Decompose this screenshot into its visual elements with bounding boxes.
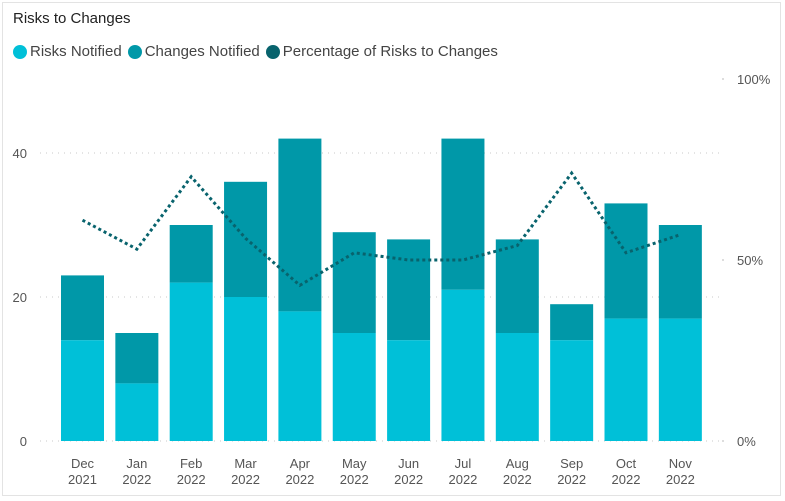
bar-changes-notified [387,239,431,341]
bar-changes-notified [61,275,104,341]
legend-item-changes[interactable]: Changes Notified [127,43,260,60]
legend-item-risks[interactable]: Risks Notified [13,43,122,60]
y-left-tick-label: 20 [13,290,27,305]
line-percentage-of-risks-to-changes [81,170,681,288]
bar-changes-notified [278,138,322,312]
bar-risks-notified [604,318,648,441]
chart-legend: Risks Notified Changes Notified Percenta… [13,43,504,60]
x-tick-label-year: 2022 [394,472,423,487]
x-tick-label-year: 2022 [503,472,532,487]
bar-changes-notified [495,239,539,333]
x-tick-label-year: 2022 [557,472,586,487]
bar-risks-notified [115,383,159,441]
legend-swatch-changes [127,44,142,59]
x-tick-label-year: 2022 [177,472,206,487]
y-left-tick-label: 0 [20,434,27,449]
x-tick-label-month: Aug [506,456,529,471]
bar-changes-notified [169,225,213,283]
bar-changes-notified [441,138,485,290]
y-left-tick-label: 40 [13,146,27,161]
legend-label-changes: Changes Notified [144,43,260,60]
x-tick-label-year: 2022 [340,472,369,487]
bar-risks-notified [278,311,322,441]
x-tick-label-month: May [342,456,367,471]
bar-changes-notified [604,203,648,319]
x-tick-label-month: Oct [616,456,637,471]
x-tick-label-year: 2022 [231,472,260,487]
x-tick-label-year: 2022 [612,472,641,487]
legend-swatch-percentage [265,44,280,59]
legend-label-risks: Risks Notified [30,43,122,60]
bar-risks-notified [387,340,431,441]
bar-changes-notified [115,333,159,384]
bar-risks-notified [61,340,104,441]
x-tick-label-month: Apr [290,456,311,471]
x-tick-label-month: Nov [669,456,693,471]
x-tick-label-month: Feb [180,456,202,471]
bar-risks-notified [224,297,268,441]
x-tick-label-month: Jul [455,456,472,471]
bar-changes-notified [550,304,594,341]
bar-risks-notified [550,340,594,441]
legend-item-percentage[interactable]: Percentage of Risks to Changes [265,43,498,60]
legend-swatch-risks [13,44,27,59]
bar-risks-notified [495,333,539,441]
x-tick-label-month: Dec [71,456,95,471]
x-tick-label-month: Jun [398,456,419,471]
bar-risks-notified [332,333,376,441]
x-tick-label-year: 2022 [666,472,695,487]
x-tick-label-year: 2022 [122,472,151,487]
y-right-tick-label: 0% [737,434,756,449]
bar-risks-notified [441,289,485,441]
bar-risks-notified [169,282,213,441]
x-tick-label-year: 2022 [448,472,477,487]
x-tick-label-year: 2022 [285,472,314,487]
x-tick-label-year: 2021 [68,472,97,487]
x-tick-label-month: Jan [126,456,147,471]
x-tick-label-month: Sep [560,456,583,471]
y-right-tick-label: 50% [737,253,763,268]
bar-risks-notified [658,318,702,441]
legend-label-percentage: Percentage of Risks to Changes [282,43,498,60]
bar-changes-notified [332,232,376,333]
y-right-tick-label: 100% [737,72,771,87]
chart-title: Risks to Changes [13,10,131,27]
x-tick-label-month: Mar [234,456,257,471]
